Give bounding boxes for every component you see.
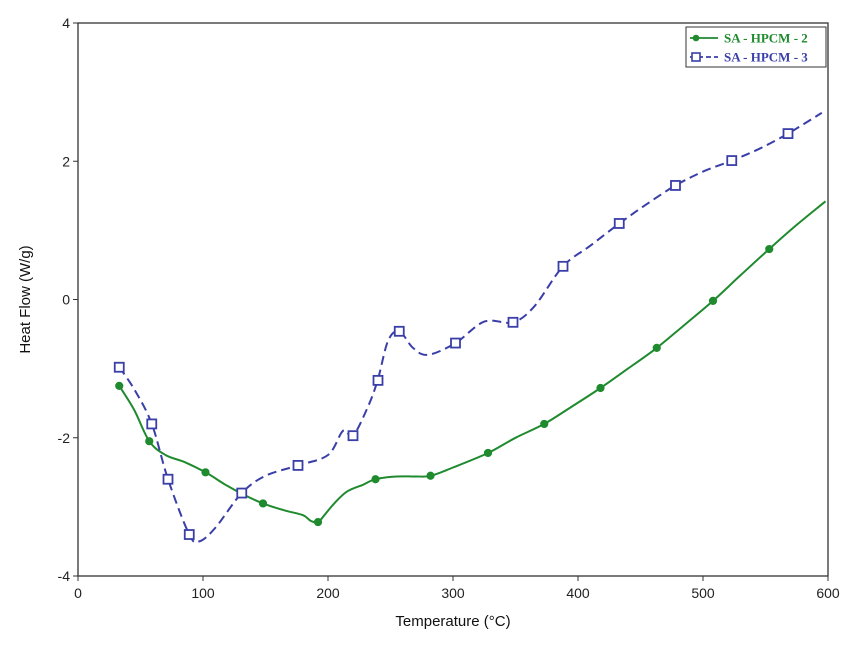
data-point [313,517,323,527]
data-point [652,343,661,352]
data-point [450,337,461,349]
x-tick-label: 400 [566,585,590,601]
y-tick-label: 4 [62,15,70,31]
data-point [393,325,405,337]
y-tick-label: 0 [62,292,70,308]
data-point [483,448,493,458]
y-tick-label: -4 [58,568,71,584]
data-point [145,437,154,446]
data-point [726,155,738,166]
data-point [670,180,681,191]
series-sa-hpcm-3 [113,112,823,544]
data-point [115,381,124,391]
data-point [146,418,158,430]
data-point [292,459,304,471]
y-tick-label: -2 [58,430,71,446]
data-point [183,529,195,540]
data-point [371,475,380,484]
y-tick-label: 2 [62,153,70,169]
data-point [596,383,605,393]
series-line-sa-hpcm-2 [118,200,827,524]
data-point [113,361,125,373]
data-point [426,471,435,480]
x-axis-title: Temperature (°C) [395,613,510,630]
series-line-sa-hpcm-3 [118,112,823,544]
x-tick-label: 500 [691,585,715,601]
legend-label-sa-hpcm-3: SA - HPCM - 3 [724,50,808,65]
legend-box [685,26,827,68]
x-tick-label: 200 [316,585,340,601]
axis-layer: 0 100 200 300 400 500 600 -4 -2 0 2 4 [58,15,840,601]
data-point [540,419,549,429]
x-tick-label: 300 [441,585,465,601]
data-point [372,374,384,386]
legend: SA - HPCM - 2 SA - HPCM - 3 [685,26,827,68]
y-axis-title: Heat Flow (W/g) [17,245,34,353]
data-point [782,128,794,140]
x-tick-label: 0 [74,585,82,601]
series-layer [113,112,827,544]
data-point [507,316,519,328]
data-point [347,430,359,442]
data-point [613,218,625,229]
data-point [708,296,718,305]
data-point [258,499,268,508]
data-point [201,468,210,477]
legend-label-sa-hpcm-2: SA - HPCM - 2 [724,31,808,46]
data-point [557,260,569,272]
legend-marker-sa-hpcm-2 [692,34,700,42]
x-tick-label: 600 [816,585,840,601]
x-tick-label: 100 [191,585,215,601]
data-point [162,473,174,485]
data-point [765,244,774,254]
legend-marker-sa-hpcm-3 [691,52,701,62]
series-sa-hpcm-2 [115,200,827,527]
data-point [236,487,248,499]
